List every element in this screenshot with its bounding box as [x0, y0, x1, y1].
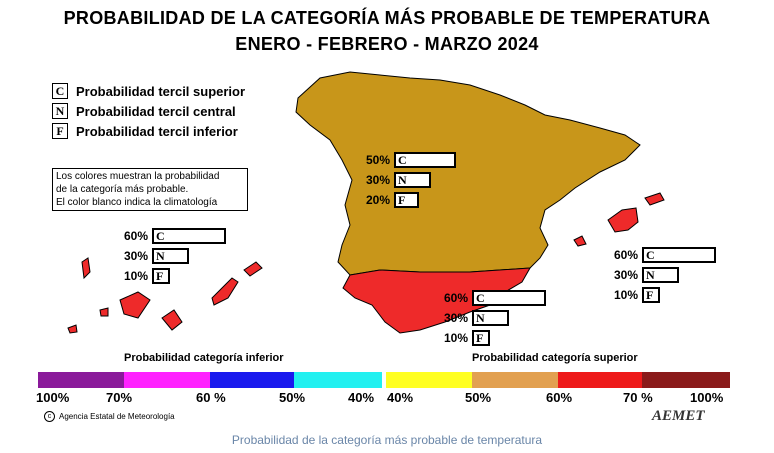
- legend-item-f: F Probabilidad tercil inferior: [52, 122, 238, 140]
- bar-n: N: [394, 172, 432, 188]
- map-subtitle: ENERO - FEBRERO - MARZO 2024: [235, 34, 539, 54]
- bar-row-n: 30% N: [606, 265, 716, 285]
- bar-row-f: 10% F: [606, 285, 716, 305]
- colorbar-swatch: [124, 372, 210, 388]
- bar-percent-f: 10%: [123, 269, 148, 283]
- bar-c: C: [394, 152, 456, 168]
- bar-f: F: [472, 330, 490, 346]
- bar-percent-f: 20%: [365, 193, 390, 207]
- colorbar-swatch: [210, 372, 294, 388]
- tick-lower-0: 100%: [36, 390, 70, 405]
- colorbar-swatch: [386, 372, 472, 388]
- region-peninsula: [295, 71, 641, 276]
- colorbar-swatch: [294, 372, 382, 388]
- island-gomera: [99, 307, 109, 317]
- island-hierro: [67, 324, 78, 334]
- tick-upper-3: 70 %: [623, 390, 653, 405]
- bar-row-f: 20% F: [358, 190, 456, 210]
- bars-peninsula: 50% C 30% N 20% F: [358, 150, 456, 210]
- bar-row-n: 30% N: [358, 170, 456, 190]
- tick-lower-4: 40%: [348, 390, 375, 405]
- bar-row-n: 30% N: [116, 246, 226, 266]
- island-ibiza: [573, 235, 587, 247]
- colorbar-swatch: [472, 372, 558, 388]
- bar-n: N: [642, 267, 680, 283]
- island-mallorca: [607, 207, 639, 233]
- legend-item-c: C Probabilidad tercil superior: [52, 82, 245, 100]
- tick-lower-3: 50%: [279, 390, 306, 405]
- bar-n: N: [472, 310, 510, 326]
- island-tenerife: [119, 291, 151, 319]
- color-note: Los colores muestran la probabilidad de …: [52, 168, 248, 211]
- bars-canarias: 60% C 30% N 10% F: [116, 226, 227, 286]
- bar-row-f: 10% F: [436, 328, 546, 348]
- map-title: PROBABILIDAD DE LA CATEGORÍA MÁS PROBABL…: [63, 8, 711, 28]
- bar-c: C: [642, 247, 717, 263]
- island-fuerteventura: [211, 277, 239, 306]
- bar-row-n: 30% N: [436, 308, 546, 328]
- colorbar-upper: [386, 372, 730, 388]
- bar-percent-c: 60%: [123, 229, 148, 243]
- bar-percent-n: 30%: [123, 249, 148, 263]
- bar-percent-c: 60%: [443, 291, 468, 305]
- bar-f: F: [642, 287, 660, 303]
- island-grancanaria: [161, 309, 183, 331]
- bars-andalucia: 60% C 30% N 10% F: [436, 288, 547, 348]
- bar-percent-c: 60%: [613, 248, 638, 262]
- island-lanzarote: [243, 261, 263, 277]
- bar-c: C: [152, 228, 227, 244]
- bar-percent-c: 50%: [365, 153, 390, 167]
- bar-f: F: [152, 268, 170, 284]
- legend-label-n: Probabilidad tercil central: [76, 103, 236, 119]
- island-lapalma: [81, 257, 91, 280]
- tick-upper-4: 100%: [690, 390, 724, 405]
- colorbar-swatch: [38, 372, 124, 388]
- bar-row-c: 60% C: [116, 226, 227, 246]
- colorbar-swatch: [642, 372, 730, 388]
- legend-box-n: N: [52, 103, 68, 119]
- colorbar-lower: [38, 372, 382, 388]
- bar-percent-n: 30%: [613, 268, 638, 282]
- bar-percent-f: 10%: [443, 331, 468, 345]
- credit: c Agencia Estatal de Meteorología: [44, 411, 175, 422]
- bars-baleares: 60% C 30% N 10% F: [606, 245, 717, 305]
- bar-c: C: [472, 290, 547, 306]
- tick-lower-1: 70%: [106, 390, 133, 405]
- credit-text: Agencia Estatal de Meteorología: [59, 412, 175, 421]
- tick-upper-1: 50%: [465, 390, 492, 405]
- legend-box-f: F: [52, 123, 68, 139]
- bar-row-c: 60% C: [436, 288, 547, 308]
- bar-row-f: 10% F: [116, 266, 226, 286]
- legend-item-n: N Probabilidad tercil central: [52, 102, 236, 120]
- aemet-logo: AEMET: [652, 408, 705, 424]
- region-andalucia: [342, 267, 531, 334]
- bar-row-c: 60% C: [606, 245, 717, 265]
- tick-upper-0: 40%: [387, 390, 414, 405]
- legend-label-f: Probabilidad tercil inferior: [76, 123, 238, 139]
- colorbar-swatch: [558, 372, 642, 388]
- tick-lower-2: 60 %: [196, 390, 226, 405]
- legend-label-c: Probabilidad tercil superior: [76, 83, 246, 99]
- bar-n: N: [152, 248, 190, 264]
- tick-upper-2: 60%: [546, 390, 573, 405]
- colorbar-label-upper: Probabilidad categoría superior: [472, 352, 638, 364]
- copyright-icon: c: [44, 411, 55, 422]
- bar-percent-f: 10%: [613, 288, 638, 302]
- bar-f: F: [394, 192, 419, 208]
- legend-box-c: C: [52, 83, 68, 99]
- bar-percent-n: 30%: [443, 311, 468, 325]
- bar-row-c: 50% C: [358, 150, 456, 170]
- bar-percent-n: 30%: [365, 173, 390, 187]
- island-menorca: [644, 192, 665, 206]
- colorbar-label-lower: Probabilidad categoría inferior: [124, 352, 284, 364]
- image-caption: Probabilidad de la categoría más probabl…: [231, 433, 543, 447]
